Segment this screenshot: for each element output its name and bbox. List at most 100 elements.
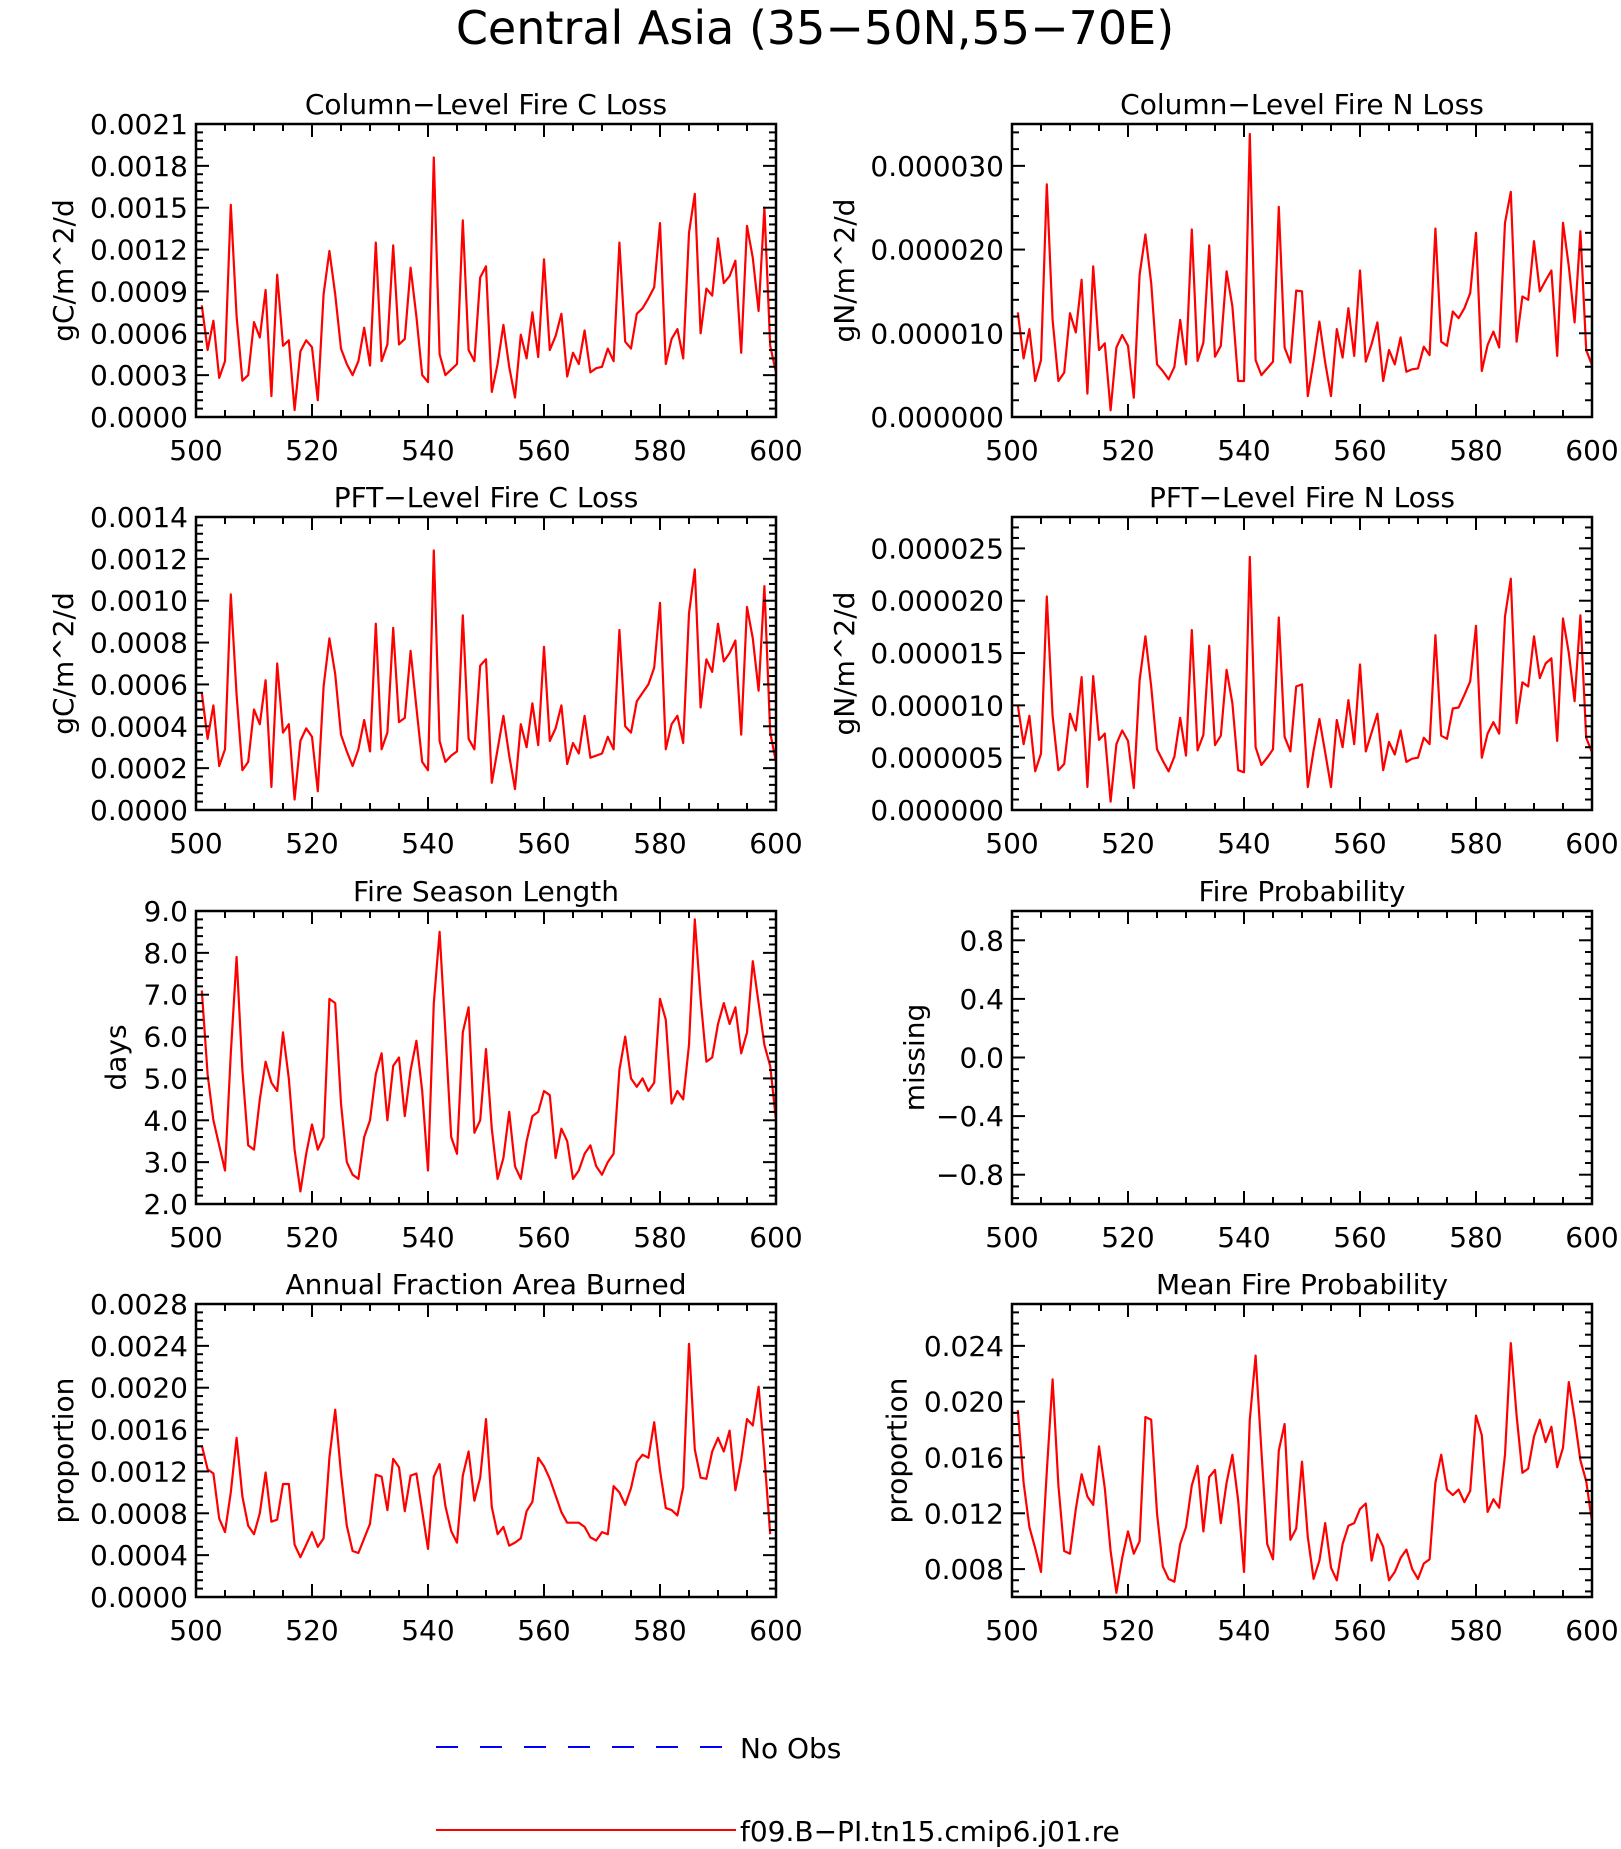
y-tick-label: 2.0 (143, 1188, 188, 1221)
series-line (1016, 1341, 1594, 1594)
x-tick-label: 560 (517, 434, 570, 467)
legend-model-label: f09.B−PI.tn15.cmip6.j01.re (740, 1815, 1120, 1848)
y-tick-label: 0.0014 (90, 501, 188, 534)
chart-panel: 500 520 540 560 580 600 0.000000 0.000010 0.0000… (828, 88, 1619, 467)
x-tick-label: 520 (285, 827, 338, 860)
x-tick-label: 520 (285, 434, 338, 467)
x-tick-label: 580 (1449, 827, 1502, 860)
y-tick-label: 0.0016 (90, 1414, 188, 1447)
y-tick-label: 0.0012 (90, 234, 188, 267)
x-tick-label: 600 (749, 1614, 802, 1647)
y-axis-label: proportion (881, 1378, 914, 1524)
x-tick-label: 540 (401, 434, 454, 467)
y-axis-label: gN/m^2/d (828, 199, 861, 343)
x-tick-label: 560 (517, 1221, 570, 1254)
x-tick-label: 540 (1217, 1221, 1270, 1254)
chart-panel: 500 520 540 560 580 600 2.0 3.0 4.0 5.0 6.0 7.0 8.0 9… (100, 875, 803, 1254)
y-tick-label: 4.0 (143, 1104, 188, 1137)
y-tick-label: 0.0021 (90, 108, 188, 141)
x-tick-label: 540 (1217, 827, 1270, 860)
y-tick-label: 0.000000 (870, 401, 1004, 434)
x-tick-label: 600 (749, 827, 802, 860)
y-tick-label: 8.0 (143, 937, 188, 970)
x-tick-label: 580 (1449, 434, 1502, 467)
chart-title: Mean Fire Probability (1156, 1268, 1448, 1301)
y-tick-label: 5.0 (143, 1062, 188, 1095)
y-tick-label: 0.000010 (870, 317, 1004, 350)
x-tick-label: 580 (633, 434, 686, 467)
x-tick-label: 600 (1565, 1614, 1618, 1647)
y-axis-label: proportion (47, 1378, 80, 1524)
y-tick-label: 0.0004 (90, 710, 188, 743)
y-tick-label: 0.0003 (90, 359, 188, 392)
x-tick-label: 500 (985, 1221, 1038, 1254)
x-tick-label: 520 (1101, 1614, 1154, 1647)
chart-title: Fire Probability (1199, 875, 1406, 908)
y-tick-label: 7.0 (143, 979, 188, 1012)
y-tick-label: 0.012 (924, 1497, 1004, 1530)
x-tick-label: 520 (1101, 1221, 1154, 1254)
y-tick-label: 0.024 (924, 1330, 1004, 1363)
series-line (1016, 555, 1594, 803)
series-line (200, 1342, 772, 1559)
chart-panel: 500 520 540 560 580 600 0.0000 0.0003 0.0006 0.00… (47, 88, 803, 467)
y-tick-label: 0.0002 (90, 752, 188, 785)
x-tick-label: 560 (1333, 434, 1386, 467)
y-tick-label: 0.0004 (90, 1539, 188, 1572)
y-tick-label: 0.000010 (870, 689, 1004, 722)
y-tick-label: 0.0012 (90, 1455, 188, 1488)
y-axis-label: gC/m^2/d (47, 592, 80, 735)
x-tick-label: 540 (401, 827, 454, 860)
plot-frame (1010, 515, 1594, 812)
y-tick-label: 0.0006 (90, 668, 188, 701)
chart-panel: 500 520 540 560 580 600 0.000000 0.000005 0.0000… (828, 481, 1619, 860)
x-tick-label: 580 (1449, 1221, 1502, 1254)
y-tick-label: −0.8 (936, 1159, 1004, 1192)
y-tick-label: 0.016 (924, 1441, 1004, 1474)
y-tick-label: 0.0008 (90, 1497, 188, 1530)
y-tick-label: 0.0000 (90, 1581, 188, 1614)
x-tick-label: 580 (633, 1614, 686, 1647)
chart-title: Annual Fraction Area Burned (286, 1268, 687, 1301)
y-tick-label: 0.0000 (90, 794, 188, 827)
y-tick-label: 0.0009 (90, 275, 188, 308)
x-tick-label: 600 (1565, 1221, 1618, 1254)
x-tick-label: 580 (1449, 1614, 1502, 1647)
x-tick-label: 500 (985, 827, 1038, 860)
y-axis-label: gC/m^2/d (47, 199, 80, 342)
series-line (1016, 132, 1594, 412)
y-tick-label: 0.0020 (90, 1372, 188, 1405)
x-tick-label: 540 (401, 1614, 454, 1647)
y-tick-label: 0.000020 (870, 234, 1004, 267)
panels: 500 520 540 560 580 6000.00000.00030.00060.00… (47, 88, 1619, 1647)
chart-title: PFT−Level Fire N Loss (1149, 481, 1455, 514)
x-tick-label: 580 (633, 827, 686, 860)
x-tick-label: 560 (1333, 1221, 1386, 1254)
y-tick-label: 6.0 (143, 1021, 188, 1054)
x-tick-label: 500 (169, 827, 222, 860)
series-line (200, 156, 778, 412)
legend: No Obs f09.B−PI.tn15.cmip6.j01.re (436, 1732, 1120, 1848)
x-tick-label: 560 (517, 827, 570, 860)
plot-frame (1010, 122, 1594, 419)
x-tick-label: 540 (1217, 1614, 1270, 1647)
chart-title: Column−Level Fire C Loss (305, 88, 667, 121)
chart-panel: 500 520 540 560 580 600 0.008 0.012 0.016 0.020 0.… (881, 1268, 1619, 1647)
y-tick-label: 0.0 (959, 1042, 1004, 1075)
x-tick-label: 600 (1565, 434, 1618, 467)
y-tick-label: 0.000015 (870, 637, 1004, 670)
y-tick-label: −0.4 (936, 1100, 1004, 1133)
y-tick-label: 0.000025 (870, 532, 1004, 565)
y-tick-label: 0.0024 (90, 1330, 188, 1363)
y-tick-label: 0.0028 (90, 1288, 188, 1321)
y-tick-label: 0.0018 (90, 150, 188, 183)
y-tick-label: 0.020 (924, 1386, 1004, 1419)
series-line (200, 549, 778, 801)
y-tick-label: 0.0010 (90, 585, 188, 618)
plot-frame (1010, 909, 1594, 1206)
x-tick-label: 500 (985, 1614, 1038, 1647)
series-line (200, 918, 778, 1193)
y-tick-label: 3.0 (143, 1146, 188, 1179)
y-axis-label: days (100, 1024, 133, 1090)
